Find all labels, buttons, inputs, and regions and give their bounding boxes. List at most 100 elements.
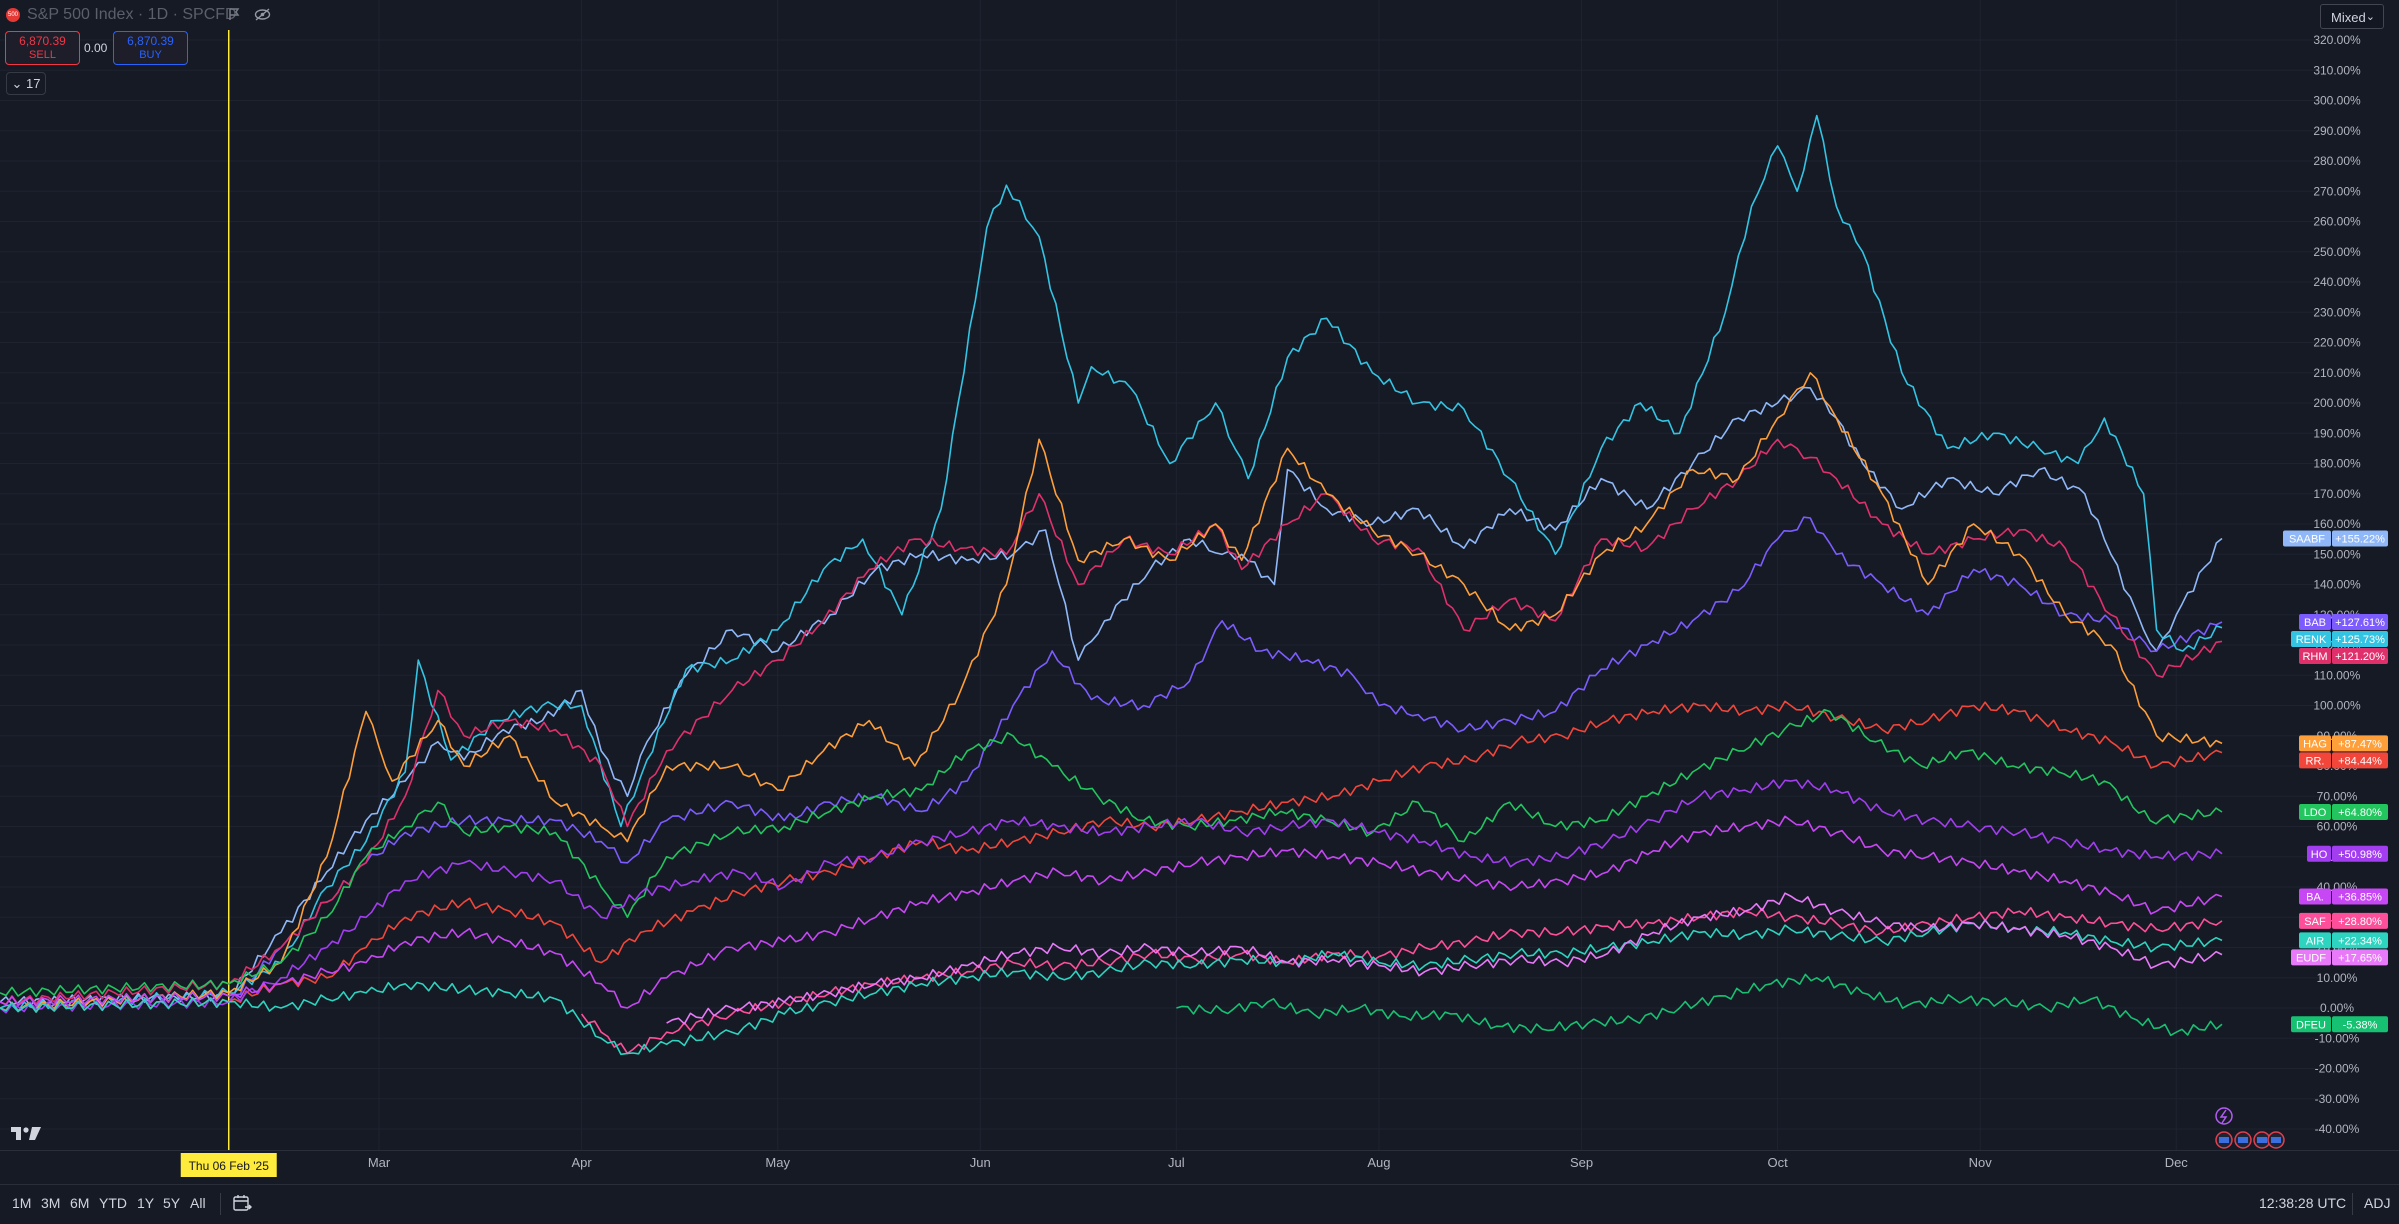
series-value-label: +28.80%	[2338, 916, 2382, 928]
series-value-label: +155.22%	[2335, 533, 2385, 545]
us-flag-icon-fill	[2219, 1137, 2229, 1143]
series-labels: SAABF +155.22% BAB +127.61% RENK +125.73% RHM +…	[2215, 530, 2388, 1149]
series-value-tag	[2332, 647, 2388, 664]
divider	[2352, 1193, 2353, 1215]
y-tick-label: 220.00%	[2313, 336, 2361, 350]
timeframe-1m[interactable]: 1M	[12, 1195, 32, 1211]
series-name-label: BAB	[2304, 617, 2326, 629]
symbol-badge: 500	[6, 8, 20, 22]
y-tick-label: 170.00%	[2313, 487, 2361, 501]
timeframe-all[interactable]: All	[190, 1195, 206, 1211]
chevron-down-icon: ⌄	[2365, 11, 2375, 23]
y-tick-label: 140.00%	[2313, 578, 2361, 592]
series-value-tag	[2332, 888, 2388, 905]
series-name-tag	[2291, 630, 2331, 647]
y-tick-label: 280.00%	[2313, 154, 2361, 168]
time-axis[interactable]: Mar Apr May Jun Jul Aug Sep Oct Nov Dec	[368, 1155, 2188, 1170]
timeframe-1y[interactable]: 1Y	[137, 1195, 155, 1211]
series-value-tag	[2332, 530, 2388, 547]
series-name-label: DFEU	[2296, 1019, 2326, 1031]
y-tick-label: 230.00%	[2313, 305, 2361, 319]
series-value-tag	[2332, 912, 2388, 929]
y-tick-label: 310.00%	[2313, 63, 2361, 77]
series-name-label: RHM	[2302, 651, 2327, 663]
buy-button[interactable]: 6,870.39 BUY	[113, 31, 188, 65]
y-tick-label: 270.00%	[2313, 184, 2361, 198]
series-name-tag	[2307, 845, 2331, 862]
tradingview-logo-icon[interactable]	[10, 1124, 42, 1142]
chart-grid	[0, 0, 2399, 1151]
y-tick-label: 210.00%	[2313, 366, 2361, 380]
x-tick-label: Aug	[1367, 1155, 1390, 1170]
y-tick-label: 190.00%	[2313, 426, 2361, 440]
flag-icon[interactable]	[228, 8, 240, 21]
buy-price: 6,870.39	[127, 34, 174, 48]
symbol-title[interactable]: S&P 500 Index · 1D · SPCFD	[27, 6, 237, 23]
x-tick-label: Jul	[1168, 1155, 1185, 1170]
series-name-tag	[2299, 647, 2331, 664]
us-flag-icon-fill	[2271, 1137, 2281, 1143]
series-line-hag	[0, 372, 2223, 1012]
y-tick-label: 150.00%	[2313, 547, 2361, 561]
series-value-label: +64.80%	[2338, 807, 2382, 819]
x-tick-label: Jun	[970, 1155, 991, 1170]
series-value-label: +121.20%	[2335, 651, 2385, 663]
spread-value: 0.00	[84, 41, 108, 55]
series-line-air	[0, 919, 2223, 1056]
y-tick-label: -30.00%	[2315, 1092, 2360, 1106]
series-name-label: RR.	[2306, 755, 2325, 767]
y-tick-label: -40.00%	[2315, 1122, 2360, 1136]
x-tick-label: Mar	[368, 1155, 391, 1170]
series-name-tag	[2283, 530, 2331, 547]
y-tick-label: 320.00%	[2313, 33, 2361, 47]
y-tick-label: 110.00%	[2314, 668, 2361, 682]
series-value-tag	[2332, 630, 2388, 647]
x-tick-label: Apr	[572, 1155, 593, 1170]
sell-button[interactable]: 6,870.39 SELL	[5, 31, 80, 65]
adjust-data-toggle[interactable]: ADJ	[2364, 1195, 2391, 1211]
series-value-tag	[2332, 752, 2388, 769]
y-tick-label: 300.00%	[2313, 94, 2361, 108]
timeframe-ytd[interactable]: YTD	[99, 1195, 127, 1211]
series-name-tag	[2291, 949, 2331, 966]
series-line-rr	[0, 700, 2223, 1013]
series-line-saf	[580, 906, 2223, 1055]
series-name-label: RENK	[2296, 634, 2327, 646]
series-value-tag	[2332, 932, 2388, 949]
utc-clock[interactable]: 12:38:28 UTC	[2259, 1195, 2347, 1211]
crosshair-date-label: Thu 06 Feb '25	[189, 1159, 270, 1173]
buy-label: BUY	[139, 49, 162, 61]
sell-label: SELL	[29, 49, 56, 61]
x-tick-label: May	[765, 1155, 790, 1170]
divider	[220, 1193, 221, 1215]
series-value-label: -5.38%	[2343, 1019, 2378, 1031]
timeframe-6m[interactable]: 6M	[70, 1195, 90, 1211]
x-tick-label: Sep	[1570, 1155, 1593, 1170]
timeframe-5y[interactable]: 5Y	[163, 1195, 181, 1211]
timeframe-3m[interactable]: 3M	[41, 1195, 61, 1211]
scale-mode-label: Mixed	[2331, 10, 2366, 25]
indicators-collapse-button[interactable]: ⌄ 17	[6, 72, 46, 95]
series-value-label: +125.73%	[2335, 634, 2385, 646]
y-tick-label: 250.00%	[2313, 245, 2361, 259]
series-name-label: HAG	[2303, 738, 2327, 750]
y-tick-label: 60.00%	[2317, 820, 2358, 834]
y-tick-label: 0.00%	[2320, 1001, 2354, 1015]
series-value-label: +127.61%	[2335, 617, 2385, 629]
y-tick-label: 100.00%	[2313, 699, 2361, 713]
series-name-tag	[2299, 752, 2331, 769]
eye-icon[interactable]	[254, 8, 271, 21]
price-axis[interactable]: -40.00% -30.00% -20.00% -10.00% 0.00% 10.00% 2…	[2313, 33, 2361, 1136]
series-value-tag	[2332, 803, 2388, 820]
us-flag-icon-fill	[2257, 1137, 2267, 1143]
calendar-range-icon[interactable]	[232, 1193, 252, 1213]
scale-mode-dropdown[interactable]: Mixed ⌄	[2320, 4, 2384, 29]
series-name-label: SAABF	[2289, 533, 2325, 545]
series-value-tag	[2332, 949, 2388, 966]
series-lines	[0, 114, 2223, 1056]
series-name-tag	[2299, 613, 2331, 630]
series-name-label: AIR	[2306, 935, 2324, 947]
series-name-tag	[2299, 803, 2331, 820]
series-line-eudf	[666, 892, 2223, 1025]
